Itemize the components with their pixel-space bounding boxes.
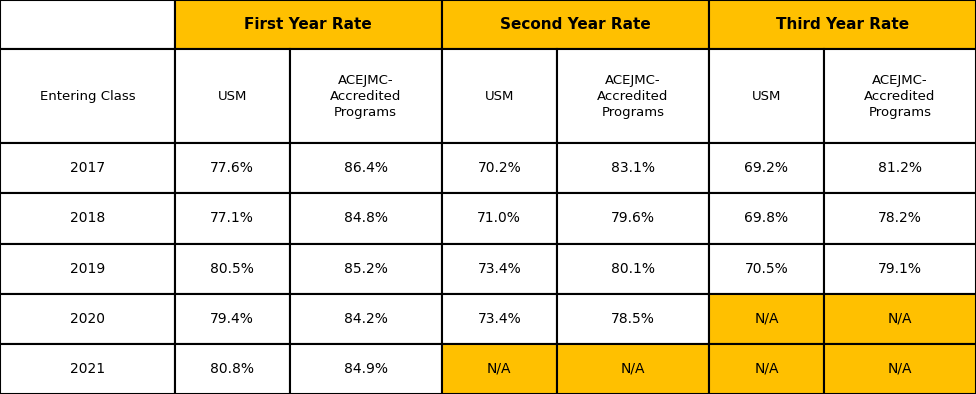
Bar	[824, 49, 976, 143]
Bar	[175, 193, 290, 243]
Text: Third Year Rate: Third Year Rate	[776, 17, 909, 32]
Bar	[175, 294, 290, 344]
Bar	[824, 294, 976, 344]
Bar	[709, 49, 824, 143]
Text: 2019: 2019	[69, 262, 105, 276]
Text: 84.2%: 84.2%	[344, 312, 387, 326]
Bar	[290, 344, 442, 394]
Bar	[442, 193, 557, 243]
Bar	[175, 243, 290, 294]
Bar	[0, 143, 175, 193]
Text: 77.6%: 77.6%	[210, 162, 254, 175]
Bar	[709, 0, 976, 49]
Bar	[0, 344, 175, 394]
Text: 73.4%: 73.4%	[477, 312, 521, 326]
Text: N/A: N/A	[754, 312, 779, 326]
Bar	[557, 143, 709, 193]
Text: N/A: N/A	[888, 312, 913, 326]
Text: 73.4%: 73.4%	[477, 262, 521, 276]
Bar	[442, 0, 709, 49]
Text: 2017: 2017	[69, 162, 104, 175]
Text: 79.1%: 79.1%	[878, 262, 922, 276]
Text: 86.4%: 86.4%	[344, 162, 387, 175]
Bar	[557, 344, 709, 394]
Text: Entering Class: Entering Class	[39, 90, 135, 103]
Bar	[557, 243, 709, 294]
Bar	[290, 294, 442, 344]
Bar	[175, 0, 442, 49]
Text: 80.8%: 80.8%	[210, 362, 254, 376]
Text: 80.5%: 80.5%	[210, 262, 254, 276]
Bar	[175, 344, 290, 394]
Text: 71.0%: 71.0%	[477, 212, 521, 225]
Text: 84.9%: 84.9%	[344, 362, 387, 376]
Bar	[0, 294, 175, 344]
Bar	[290, 193, 442, 243]
Text: 69.2%: 69.2%	[745, 162, 789, 175]
Bar	[709, 143, 824, 193]
Text: USM: USM	[485, 90, 514, 103]
Text: 83.1%: 83.1%	[611, 162, 655, 175]
Bar	[709, 193, 824, 243]
Text: 78.2%: 78.2%	[878, 212, 922, 225]
Text: 81.2%: 81.2%	[878, 162, 922, 175]
Bar	[442, 49, 557, 143]
Text: 79.4%: 79.4%	[210, 312, 254, 326]
Bar	[557, 294, 709, 344]
Text: 70.5%: 70.5%	[745, 262, 789, 276]
Text: N/A: N/A	[621, 362, 645, 376]
Text: First Year Rate: First Year Rate	[244, 17, 372, 32]
Text: 80.1%: 80.1%	[611, 262, 655, 276]
Text: ACEJMC-
Accredited
Programs: ACEJMC- Accredited Programs	[597, 74, 669, 119]
Bar	[557, 49, 709, 143]
Bar	[709, 243, 824, 294]
Bar	[0, 243, 175, 294]
Text: 2020: 2020	[70, 312, 104, 326]
Bar	[824, 143, 976, 193]
Text: N/A: N/A	[888, 362, 913, 376]
Text: N/A: N/A	[754, 362, 779, 376]
Bar	[0, 0, 175, 49]
Text: 85.2%: 85.2%	[344, 262, 387, 276]
Bar	[824, 193, 976, 243]
Text: 69.8%: 69.8%	[745, 212, 789, 225]
Text: 78.5%: 78.5%	[611, 312, 655, 326]
Bar	[709, 344, 824, 394]
Bar	[175, 49, 290, 143]
Bar	[0, 193, 175, 243]
Bar	[824, 344, 976, 394]
Text: ACEJMC-
Accredited
Programs: ACEJMC- Accredited Programs	[865, 74, 936, 119]
Text: USM: USM	[752, 90, 781, 103]
Text: ACEJMC-
Accredited
Programs: ACEJMC- Accredited Programs	[330, 74, 401, 119]
Bar	[442, 344, 557, 394]
Bar	[442, 243, 557, 294]
Text: N/A: N/A	[487, 362, 511, 376]
Bar	[290, 143, 442, 193]
Bar	[290, 243, 442, 294]
Bar	[175, 143, 290, 193]
Text: 84.8%: 84.8%	[344, 212, 387, 225]
Text: 79.6%: 79.6%	[611, 212, 655, 225]
Text: Second Year Rate: Second Year Rate	[500, 17, 651, 32]
Bar	[290, 49, 442, 143]
Bar	[0, 49, 175, 143]
Text: 2021: 2021	[69, 362, 104, 376]
Text: USM: USM	[218, 90, 247, 103]
Text: 77.1%: 77.1%	[210, 212, 254, 225]
Bar	[824, 243, 976, 294]
Bar	[709, 294, 824, 344]
Text: 2018: 2018	[69, 212, 105, 225]
Text: 70.2%: 70.2%	[477, 162, 521, 175]
Bar	[442, 294, 557, 344]
Bar	[442, 143, 557, 193]
Bar	[557, 193, 709, 243]
